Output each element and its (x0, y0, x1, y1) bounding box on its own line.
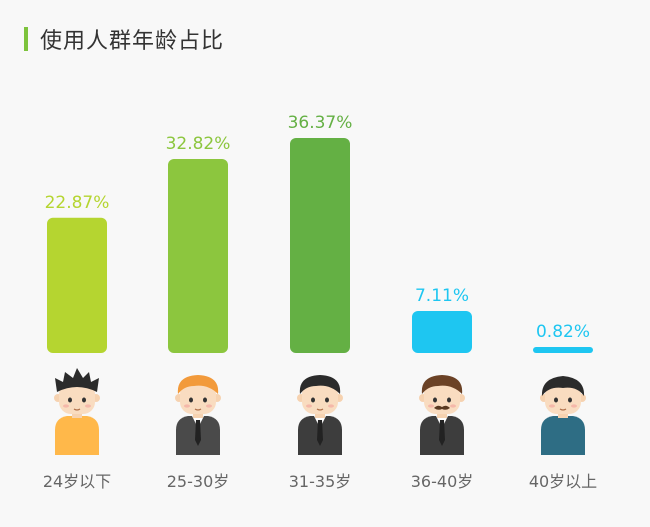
bar-5 (533, 347, 593, 353)
black-hair-man-suit-icon (297, 375, 343, 455)
value-label-2: 32.82% (166, 134, 231, 154)
orange-hair-man-suit-icon (175, 375, 221, 455)
category-label-5: 40岁以上 (529, 472, 597, 491)
value-label-3: 36.37% (288, 113, 353, 133)
bar-1 (47, 217, 107, 353)
bar-3 (290, 138, 350, 353)
value-label-5: 0.82% (536, 322, 590, 342)
spiky-hair-boy-orange-shirt-icon (54, 368, 100, 455)
category-label-1: 24岁以下 (43, 472, 111, 491)
chart-title: 使用人群年龄占比 (40, 29, 225, 54)
older-man-blue-shirt-icon (540, 376, 586, 455)
value-label-4: 7.11% (415, 286, 469, 306)
category-label-3: 31-35岁 (289, 472, 352, 491)
value-label-1: 22.87% (45, 193, 110, 213)
bar-2 (168, 158, 228, 353)
chart-title-block: 使用人群年龄占比 (24, 24, 224, 54)
category-label-4: 36-40岁 (411, 472, 474, 491)
bar-4 (412, 310, 472, 353)
mustache-man-suit-icon (419, 375, 465, 455)
title-accent-bar (24, 27, 28, 51)
category-label-2: 25-30岁 (167, 472, 230, 491)
